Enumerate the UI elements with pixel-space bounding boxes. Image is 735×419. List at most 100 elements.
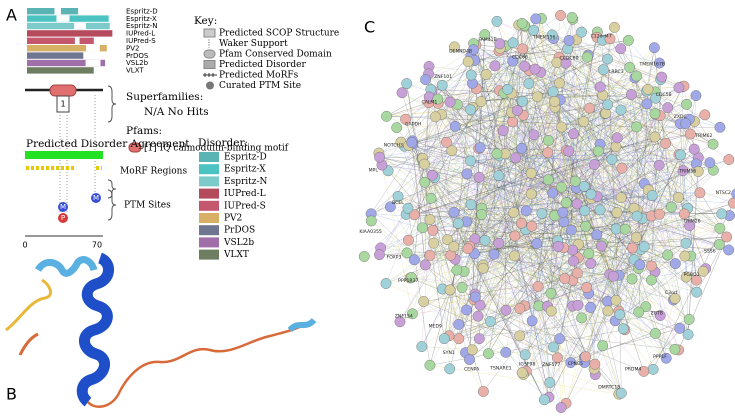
edge	[411, 277, 608, 302]
ptm-label: M	[93, 194, 99, 202]
node	[579, 205, 591, 217]
edge	[429, 329, 625, 366]
gap	[85, 59, 101, 67]
edge	[553, 91, 697, 165]
edge	[605, 113, 721, 229]
legend-swatch	[199, 213, 219, 223]
node	[469, 291, 481, 303]
edge	[414, 89, 432, 260]
node	[554, 333, 565, 345]
edge	[441, 114, 695, 122]
node	[596, 240, 607, 252]
node	[489, 60, 501, 72]
node	[465, 199, 477, 210]
node	[528, 129, 540, 141]
node	[666, 201, 677, 213]
panel-label: C	[364, 18, 375, 37]
node	[462, 56, 474, 68]
node	[442, 234, 453, 246]
node	[633, 306, 645, 318]
node	[401, 247, 413, 259]
edge	[381, 164, 413, 314]
node	[648, 42, 660, 54]
node	[536, 207, 548, 219]
legend-swatch	[199, 237, 219, 248]
edge	[371, 220, 480, 339]
pfam-motif: [1] IQ calmodulin-binding motif	[144, 144, 289, 154]
edge	[390, 206, 443, 290]
edge	[478, 177, 516, 237]
edge	[572, 19, 679, 351]
key-title: Key:	[194, 15, 217, 27]
node	[542, 174, 554, 186]
node	[654, 57, 665, 69]
node	[424, 249, 436, 261]
edge	[577, 272, 679, 351]
node	[563, 145, 575, 157]
edge	[596, 95, 697, 197]
axis-tick-label: 70	[92, 241, 102, 250]
node	[473, 171, 485, 183]
node-label: FAM41B	[478, 37, 496, 43]
edge	[490, 321, 558, 359]
node	[403, 234, 414, 246]
node	[532, 281, 544, 292]
edge	[406, 167, 622, 215]
node	[545, 287, 557, 299]
node	[384, 201, 396, 213]
node	[674, 322, 686, 334]
node	[662, 249, 674, 261]
node	[585, 258, 597, 269]
node	[476, 209, 488, 220]
edge	[458, 55, 472, 325]
node	[682, 329, 694, 340]
node	[684, 220, 695, 232]
track-title: Predicted Disorder Agreement	[26, 138, 190, 150]
node-label: TSNARE1	[489, 365, 511, 371]
edge	[570, 255, 691, 363]
node	[660, 137, 672, 149]
edge	[690, 215, 730, 257]
predictor-stripe	[27, 30, 113, 37]
edge	[469, 98, 656, 247]
node-label: TMEM167B	[638, 62, 665, 68]
node	[419, 176, 431, 188]
node	[380, 278, 392, 289]
node-label: TRIM26	[682, 219, 700, 225]
gap	[74, 22, 86, 30]
node-label: NOTCH3	[384, 142, 403, 148]
node	[566, 12, 578, 23]
node	[673, 192, 684, 203]
node	[428, 237, 440, 249]
node	[531, 238, 543, 249]
key-item: Predicted SCOP Structure	[219, 29, 339, 39]
edge	[554, 101, 635, 209]
legend-swatch	[199, 164, 219, 175]
node-label: SYN1	[443, 350, 455, 356]
node-label: PRDM4	[625, 367, 641, 373]
node	[714, 121, 726, 133]
edge	[454, 214, 482, 260]
edge	[386, 116, 578, 205]
node	[557, 207, 569, 218]
node	[444, 284, 456, 296]
node	[500, 346, 512, 358]
key-item: Curated PTM Site	[219, 81, 301, 91]
node	[627, 242, 638, 254]
node	[560, 197, 572, 209]
node	[634, 259, 646, 271]
key-item: Pfam Conserved Domain	[219, 50, 332, 60]
edge	[381, 157, 699, 166]
node	[589, 159, 600, 170]
edge	[584, 278, 633, 358]
edge	[469, 93, 512, 247]
edge	[655, 95, 696, 99]
legend-swatch	[199, 188, 219, 199]
node	[691, 286, 703, 298]
legend-label: IUPred-L	[224, 189, 266, 199]
node	[408, 209, 420, 221]
node	[391, 122, 403, 134]
node	[523, 78, 535, 89]
key-item: Predicted MoRFs	[219, 71, 299, 81]
